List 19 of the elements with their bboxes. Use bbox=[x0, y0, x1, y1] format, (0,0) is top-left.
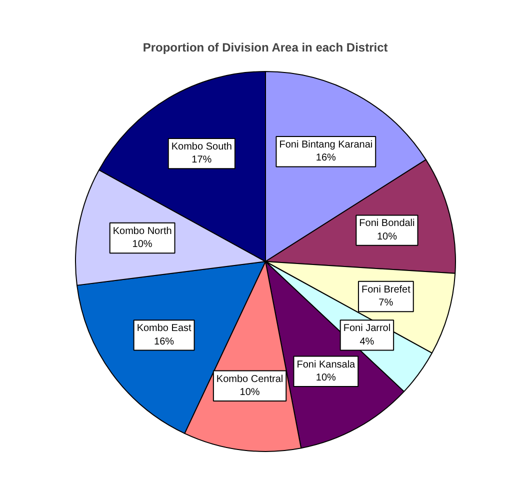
slice-label: Foni Kansala bbox=[296, 359, 356, 370]
slice-label: Foni Bintang Karanai bbox=[279, 140, 373, 151]
data-label: 16% bbox=[154, 336, 174, 348]
slice-label: Foni Bondali bbox=[359, 218, 415, 230]
data-label: 10% bbox=[316, 372, 336, 384]
slice-label: Kombo East bbox=[136, 323, 192, 334]
data-label: 4% bbox=[360, 336, 374, 348]
data-label: 10% bbox=[376, 231, 398, 242]
slice-label: Kombo South bbox=[171, 141, 232, 152]
slice-label: Foni Jarrol bbox=[343, 323, 391, 334]
data-label: 7% bbox=[378, 298, 394, 309]
data-label: 10% bbox=[132, 239, 152, 250]
data-label: 16% bbox=[316, 152, 336, 164]
chart-title: Proportion of Division Area in each District bbox=[142, 40, 388, 54]
slice-label: Kombo North bbox=[112, 226, 172, 237]
slice-label: Kombo Central bbox=[216, 374, 284, 385]
slice-label: Foni Brefet bbox=[361, 284, 411, 296]
data-label: 10% bbox=[240, 387, 260, 398]
data-label: 17% bbox=[192, 154, 212, 166]
